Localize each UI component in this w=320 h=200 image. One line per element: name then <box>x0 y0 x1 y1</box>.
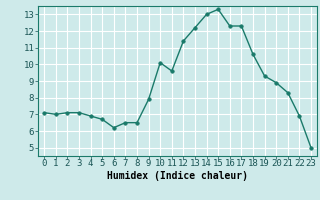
X-axis label: Humidex (Indice chaleur): Humidex (Indice chaleur) <box>107 171 248 181</box>
